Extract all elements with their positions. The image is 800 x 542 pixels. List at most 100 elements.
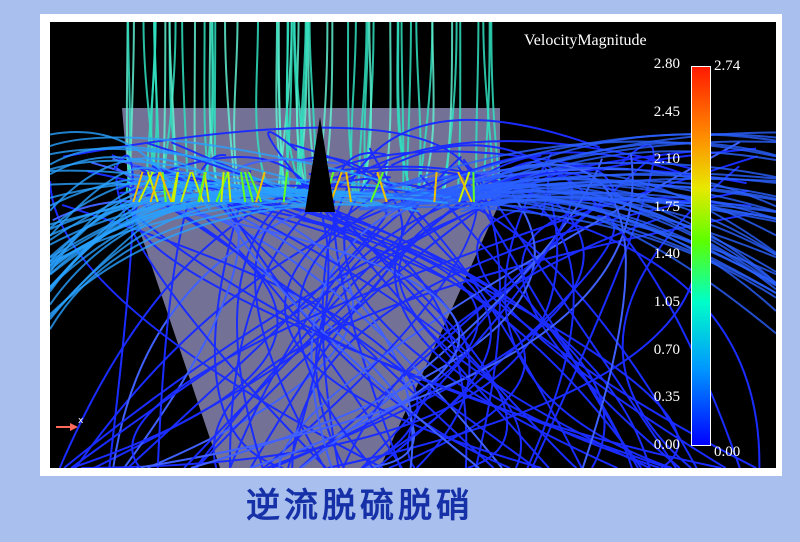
streamline (224, 22, 237, 193)
streamline (240, 171, 247, 203)
streamline (50, 199, 276, 288)
streamline (277, 22, 286, 193)
streamline (487, 189, 776, 273)
streamline (441, 22, 458, 193)
colorbar-tick: 1.75 (653, 198, 680, 215)
streamline (420, 22, 435, 193)
streamline (50, 171, 317, 229)
streamline (220, 171, 225, 203)
colorbar-tick: 0.00 (653, 436, 680, 453)
colorbar-tick: 0.70 (653, 341, 680, 358)
streamline (419, 174, 633, 468)
streamline (460, 197, 776, 256)
streamline (308, 165, 575, 468)
streamline (244, 171, 254, 203)
streamline (50, 189, 394, 231)
streamline (369, 171, 385, 203)
streamline (373, 140, 776, 196)
streamline (433, 171, 438, 203)
streamline (50, 194, 245, 259)
streamline (190, 193, 536, 468)
streamline (227, 171, 232, 203)
streamline (247, 171, 263, 203)
streamline (132, 171, 144, 203)
streamline (462, 158, 501, 468)
streamline (254, 176, 391, 468)
streamline (351, 161, 776, 197)
streamline (180, 171, 192, 203)
streamline (457, 171, 473, 203)
streamline (191, 171, 204, 203)
streamline (50, 199, 315, 320)
colorbar-tick: 2.80 (653, 56, 680, 72)
streamline (400, 22, 405, 193)
center-cone (305, 117, 335, 212)
colorbar-tick: 2.10 (653, 151, 680, 168)
streamline (223, 199, 511, 468)
streamline (61, 203, 419, 468)
streamline (472, 171, 475, 203)
axis-x-label: x (78, 416, 84, 426)
streamline (120, 199, 461, 468)
streamline (136, 152, 634, 468)
streamline (420, 183, 776, 256)
streamline (393, 155, 660, 468)
streamline (365, 186, 776, 291)
streamline (50, 157, 237, 212)
streamline (376, 171, 388, 203)
streamline (293, 22, 308, 193)
streamline (321, 118, 601, 468)
streamline (159, 171, 173, 203)
colorbar-max-marker: 2.74 (714, 58, 741, 74)
streamline (212, 212, 754, 468)
streamline (297, 161, 503, 468)
streamline (50, 136, 459, 202)
streamline (197, 171, 206, 203)
streamline (161, 171, 167, 203)
streamline (361, 172, 574, 468)
streamline (50, 194, 448, 271)
streamline (111, 154, 403, 468)
caption: 逆流脱硫脱硝 (246, 486, 474, 526)
streamline (476, 190, 776, 221)
streamline (397, 147, 757, 468)
streamline (137, 171, 154, 203)
streamline (121, 203, 722, 468)
velocity-streamline-visualization: VelocityMagnitude 2.80 2.45 2.10 1.75 1.40 1.… (50, 22, 776, 468)
streamline (136, 165, 492, 468)
colorbar-tick: 1.05 (653, 294, 680, 310)
streamline (71, 180, 279, 468)
streamline (380, 133, 776, 209)
streamline (358, 205, 776, 299)
streamline (469, 198, 776, 285)
streamline (282, 171, 289, 203)
streamline (50, 185, 211, 241)
streamline (50, 195, 203, 262)
streamline (151, 164, 522, 468)
streamline (490, 150, 776, 195)
streamline (345, 171, 352, 203)
streamline (193, 22, 198, 193)
colorbar-min-marker: 0.00 (714, 444, 741, 460)
streamline (213, 169, 284, 468)
streamline (481, 191, 776, 213)
colorbar-tick: 1.40 (653, 246, 680, 263)
colorbar-tick: 0.35 (653, 389, 680, 406)
colorbar-tick: 2.45 (653, 103, 680, 120)
streamline (172, 171, 180, 203)
streamlines (50, 22, 776, 468)
streamline (149, 171, 161, 203)
streamline (397, 22, 413, 193)
streamline (119, 184, 761, 468)
streamline (383, 180, 776, 213)
streamline (131, 155, 758, 468)
axis-triad: x (56, 416, 86, 434)
streamline (382, 22, 392, 193)
streamline (415, 22, 422, 193)
streamline (299, 22, 307, 193)
streamline (203, 22, 212, 193)
streamline (255, 171, 266, 203)
colorbar-title: VelocityMagnitude (524, 32, 647, 49)
streamline (447, 141, 776, 206)
streamline (223, 158, 480, 468)
